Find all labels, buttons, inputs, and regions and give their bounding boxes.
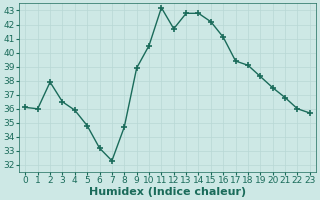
X-axis label: Humidex (Indice chaleur): Humidex (Indice chaleur) [89,187,246,197]
